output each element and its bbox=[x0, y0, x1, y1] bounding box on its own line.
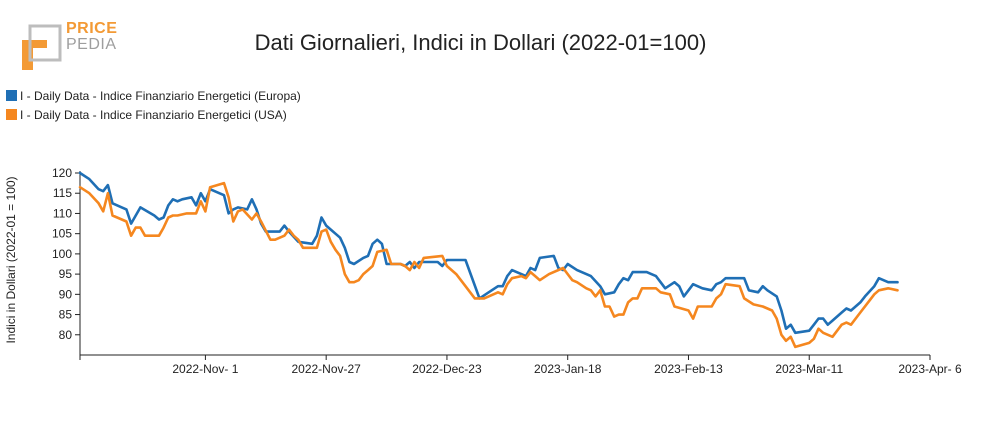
x-tick-label: 2023-Apr- 6 bbox=[898, 362, 962, 376]
y-axis-title: Indici in Dollari (2022-01 = 100) bbox=[4, 176, 18, 343]
pricepedia-logo bbox=[18, 18, 128, 74]
y-tick-label: 110 bbox=[53, 206, 72, 220]
x-tick-label: 2023-Feb-13 bbox=[654, 362, 723, 376]
legend-swatch-europa bbox=[6, 90, 17, 101]
series-layer bbox=[78, 171, 899, 349]
legend-swatch-usa bbox=[6, 109, 17, 120]
chart-title: Dati Giornalieri, Indici in Dollari (202… bbox=[254, 30, 707, 55]
legend-item-europa[interactable]: I - Daily Data - Indice Finanziario Ener… bbox=[6, 86, 301, 105]
y-tick-label: 80 bbox=[59, 328, 73, 342]
x-tick-label: 2022-Dec-23 bbox=[412, 362, 482, 376]
y-tick-label: 105 bbox=[52, 227, 72, 241]
legend-label-usa: I - Daily Data - Indice Finanziario Ener… bbox=[20, 107, 287, 122]
y-tick-label: 115 bbox=[53, 186, 72, 200]
x-tick-label: 2022-Nov- 1 bbox=[172, 362, 238, 376]
legend: I - Daily Data - Indice Finanziario Ener… bbox=[6, 86, 301, 124]
x-tick-label: 2023-Jan-18 bbox=[534, 362, 602, 376]
y-tick-label: 100 bbox=[52, 247, 72, 261]
logo-line1: PRICE bbox=[66, 20, 118, 37]
y-tick-label: 95 bbox=[59, 267, 73, 281]
logo-line2: PEDIA bbox=[66, 36, 117, 53]
series-line-1 bbox=[78, 181, 899, 349]
y-tick-label: 90 bbox=[59, 287, 73, 301]
x-tick-label: 2023-Mar-11 bbox=[775, 362, 843, 376]
y-tick-label: 85 bbox=[59, 308, 73, 322]
logo-mark-icon bbox=[22, 24, 62, 70]
logo-text: PRICE PEDIA bbox=[66, 21, 117, 53]
series-line-0 bbox=[78, 171, 899, 335]
axes: 80 85 90 95 100 105 110 115 120 2022-Nov- 1 2022-N… bbox=[4, 166, 962, 376]
y-tick-label: 120 bbox=[52, 166, 72, 180]
legend-item-usa[interactable]: I - Daily Data - Indice Finanziario Ener… bbox=[6, 105, 301, 124]
x-tick-label: 2022-Nov-27 bbox=[291, 362, 361, 376]
legend-label-europa: I - Daily Data - Indice Finanziario Ener… bbox=[20, 88, 301, 103]
